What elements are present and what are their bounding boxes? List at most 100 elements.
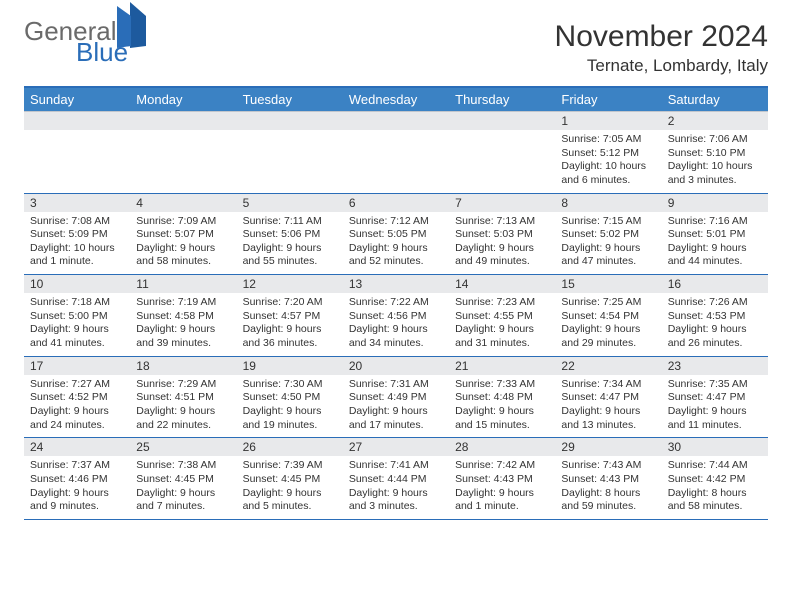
sunset-text: Sunset: 5:03 PM — [455, 228, 549, 242]
daylight-text: Daylight: 10 hours and 1 minute. — [30, 242, 124, 269]
day-number: 26 — [237, 438, 343, 456]
sunrise-text: Sunrise: 7:08 AM — [30, 215, 124, 229]
sunset-text: Sunset: 5:12 PM — [561, 147, 655, 161]
day-cell: 13Sunrise: 7:22 AMSunset: 4:56 PMDayligh… — [343, 275, 449, 356]
sunrise-text: Sunrise: 7:05 AM — [561, 133, 655, 147]
daylight-text: Daylight: 9 hours and 41 minutes. — [30, 323, 124, 350]
day-body: Sunrise: 7:41 AMSunset: 4:44 PMDaylight:… — [343, 456, 449, 519]
day-number: 9 — [662, 194, 768, 212]
weekday-header-row: Sunday Monday Tuesday Wednesday Thursday… — [24, 88, 768, 112]
day-cell: 23Sunrise: 7:35 AMSunset: 4:47 PMDayligh… — [662, 357, 768, 438]
sunrise-text: Sunrise: 7:16 AM — [668, 215, 762, 229]
sunset-text: Sunset: 4:58 PM — [136, 310, 230, 324]
weekday-header: Friday — [555, 88, 661, 112]
day-number: 8 — [555, 194, 661, 212]
weekday-header: Monday — [130, 88, 236, 112]
day-number: 13 — [343, 275, 449, 293]
day-body: Sunrise: 7:31 AMSunset: 4:49 PMDaylight:… — [343, 375, 449, 438]
sunrise-text: Sunrise: 7:22 AM — [349, 296, 443, 310]
week-row: 1Sunrise: 7:05 AMSunset: 5:12 PMDaylight… — [24, 112, 768, 194]
day-cell: 26Sunrise: 7:39 AMSunset: 4:45 PMDayligh… — [237, 438, 343, 519]
day-cell: 10Sunrise: 7:18 AMSunset: 5:00 PMDayligh… — [24, 275, 130, 356]
day-cell: 6Sunrise: 7:12 AMSunset: 5:05 PMDaylight… — [343, 194, 449, 275]
day-cell: 17Sunrise: 7:27 AMSunset: 4:52 PMDayligh… — [24, 357, 130, 438]
day-body: Sunrise: 7:43 AMSunset: 4:43 PMDaylight:… — [555, 456, 661, 519]
daylight-text: Daylight: 9 hours and 55 minutes. — [243, 242, 337, 269]
weekday-header: Saturday — [662, 88, 768, 112]
daylight-text: Daylight: 9 hours and 5 minutes. — [243, 487, 337, 514]
sunset-text: Sunset: 4:46 PM — [30, 473, 124, 487]
daylight-text: Daylight: 9 hours and 24 minutes. — [30, 405, 124, 432]
day-body: Sunrise: 7:23 AMSunset: 4:55 PMDaylight:… — [449, 293, 555, 356]
day-number: 18 — [130, 357, 236, 375]
day-cell: 1Sunrise: 7:05 AMSunset: 5:12 PMDaylight… — [555, 112, 661, 193]
daylight-text: Daylight: 9 hours and 44 minutes. — [668, 242, 762, 269]
day-body — [237, 130, 343, 188]
title-block: November 2024 Ternate, Lombardy, Italy — [555, 20, 768, 76]
calendar-grid: Sunday Monday Tuesday Wednesday Thursday… — [24, 86, 768, 520]
day-number: 14 — [449, 275, 555, 293]
daylight-text: Daylight: 9 hours and 36 minutes. — [243, 323, 337, 350]
day-cell: 12Sunrise: 7:20 AMSunset: 4:57 PMDayligh… — [237, 275, 343, 356]
sunrise-text: Sunrise: 7:42 AM — [455, 459, 549, 473]
day-body: Sunrise: 7:44 AMSunset: 4:42 PMDaylight:… — [662, 456, 768, 519]
day-cell: 7Sunrise: 7:13 AMSunset: 5:03 PMDaylight… — [449, 194, 555, 275]
daylight-text: Daylight: 9 hours and 15 minutes. — [455, 405, 549, 432]
logo: General Blue — [24, 20, 146, 65]
sunrise-text: Sunrise: 7:27 AM — [30, 378, 124, 392]
sunrise-text: Sunrise: 7:26 AM — [668, 296, 762, 310]
day-number: 27 — [343, 438, 449, 456]
day-body — [24, 130, 130, 188]
sunset-text: Sunset: 4:52 PM — [30, 391, 124, 405]
day-number: 24 — [24, 438, 130, 456]
day-cell: 20Sunrise: 7:31 AMSunset: 4:49 PMDayligh… — [343, 357, 449, 438]
daylight-text: Daylight: 9 hours and 17 minutes. — [349, 405, 443, 432]
day-cell: 16Sunrise: 7:26 AMSunset: 4:53 PMDayligh… — [662, 275, 768, 356]
day-body: Sunrise: 7:19 AMSunset: 4:58 PMDaylight:… — [130, 293, 236, 356]
day-body: Sunrise: 7:29 AMSunset: 4:51 PMDaylight:… — [130, 375, 236, 438]
day-cell: 25Sunrise: 7:38 AMSunset: 4:45 PMDayligh… — [130, 438, 236, 519]
daylight-text: Daylight: 9 hours and 49 minutes. — [455, 242, 549, 269]
day-body: Sunrise: 7:34 AMSunset: 4:47 PMDaylight:… — [555, 375, 661, 438]
daylight-text: Daylight: 9 hours and 13 minutes. — [561, 405, 655, 432]
day-cell — [24, 112, 130, 193]
sunrise-text: Sunrise: 7:38 AM — [136, 459, 230, 473]
sunset-text: Sunset: 4:55 PM — [455, 310, 549, 324]
day-number: 7 — [449, 194, 555, 212]
day-body: Sunrise: 7:37 AMSunset: 4:46 PMDaylight:… — [24, 456, 130, 519]
day-cell: 22Sunrise: 7:34 AMSunset: 4:47 PMDayligh… — [555, 357, 661, 438]
sunset-text: Sunset: 4:49 PM — [349, 391, 443, 405]
weekday-header: Tuesday — [237, 88, 343, 112]
day-body: Sunrise: 7:13 AMSunset: 5:03 PMDaylight:… — [449, 212, 555, 275]
sunset-text: Sunset: 4:53 PM — [668, 310, 762, 324]
day-body: Sunrise: 7:11 AMSunset: 5:06 PMDaylight:… — [237, 212, 343, 275]
daylight-text: Daylight: 9 hours and 29 minutes. — [561, 323, 655, 350]
daylight-text: Daylight: 8 hours and 59 minutes. — [561, 487, 655, 514]
day-body: Sunrise: 7:16 AMSunset: 5:01 PMDaylight:… — [662, 212, 768, 275]
sunset-text: Sunset: 5:01 PM — [668, 228, 762, 242]
sunrise-text: Sunrise: 7:19 AM — [136, 296, 230, 310]
day-body: Sunrise: 7:15 AMSunset: 5:02 PMDaylight:… — [555, 212, 661, 275]
day-number: 10 — [24, 275, 130, 293]
sunset-text: Sunset: 4:51 PM — [136, 391, 230, 405]
day-number: 11 — [130, 275, 236, 293]
day-number: 5 — [237, 194, 343, 212]
sunrise-text: Sunrise: 7:13 AM — [455, 215, 549, 229]
sunrise-text: Sunrise: 7:23 AM — [455, 296, 549, 310]
sunrise-text: Sunrise: 7:39 AM — [243, 459, 337, 473]
day-number: 12 — [237, 275, 343, 293]
day-number: 6 — [343, 194, 449, 212]
sunrise-text: Sunrise: 7:09 AM — [136, 215, 230, 229]
day-body — [449, 130, 555, 188]
day-cell — [343, 112, 449, 193]
day-body: Sunrise: 7:05 AMSunset: 5:12 PMDaylight:… — [555, 130, 661, 193]
day-cell: 8Sunrise: 7:15 AMSunset: 5:02 PMDaylight… — [555, 194, 661, 275]
day-number: 20 — [343, 357, 449, 375]
sunrise-text: Sunrise: 7:35 AM — [668, 378, 762, 392]
sunrise-text: Sunrise: 7:06 AM — [668, 133, 762, 147]
day-body: Sunrise: 7:27 AMSunset: 4:52 PMDaylight:… — [24, 375, 130, 438]
sunset-text: Sunset: 5:02 PM — [561, 228, 655, 242]
day-number: 28 — [449, 438, 555, 456]
day-body: Sunrise: 7:08 AMSunset: 5:09 PMDaylight:… — [24, 212, 130, 275]
sunrise-text: Sunrise: 7:41 AM — [349, 459, 443, 473]
